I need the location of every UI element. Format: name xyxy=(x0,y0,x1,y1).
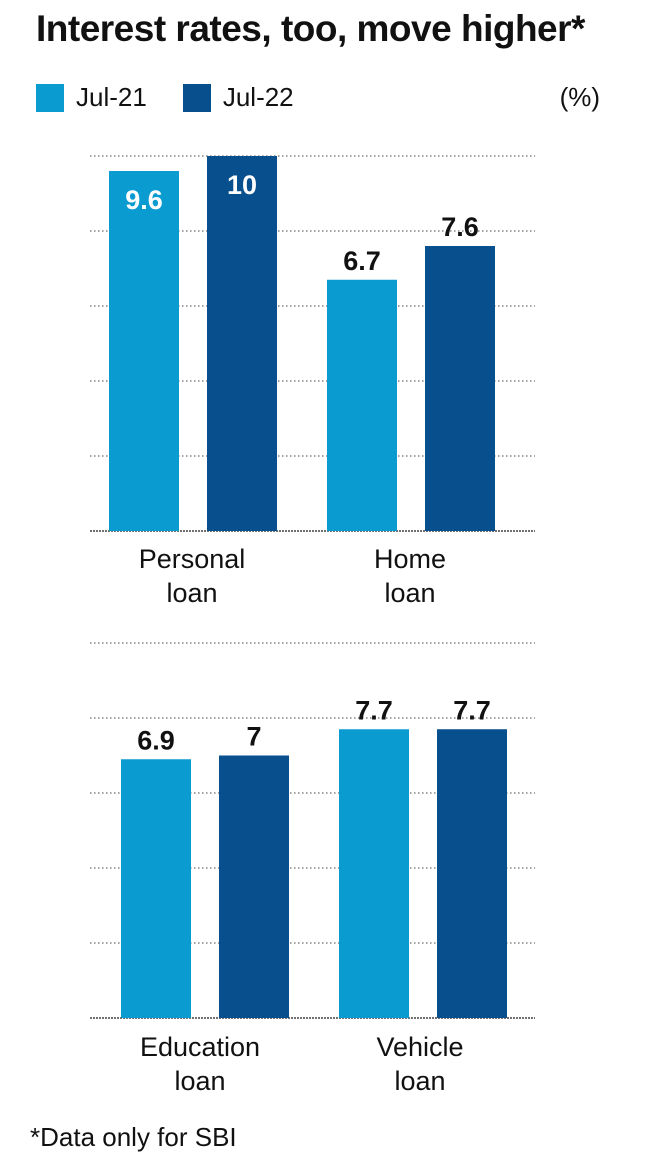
bar-jul-21-vehicle xyxy=(339,729,409,1018)
legend-label-jul-21: Jul-21 xyxy=(76,82,147,112)
data-label: 6.7 xyxy=(343,246,381,276)
bar-jul-21-education xyxy=(121,759,191,1018)
data-label: 9.6 xyxy=(125,185,163,215)
category-label: Home xyxy=(374,544,446,574)
bar-jul-21-home xyxy=(327,279,397,531)
unit-label: (%) xyxy=(559,82,600,112)
data-label: 7.7 xyxy=(355,695,393,725)
category-label: loan xyxy=(166,578,217,608)
category-label: loan xyxy=(394,1066,445,1096)
bar-jul-22-education xyxy=(219,755,289,1018)
bar-jul-22-personal xyxy=(207,156,277,531)
category-label: Education xyxy=(140,1032,260,1062)
category-label: Personal xyxy=(139,544,246,574)
legend: Jul-21 Jul-22 xyxy=(36,82,330,113)
data-label: 7 xyxy=(246,722,261,752)
category-label: Vehicle xyxy=(376,1032,463,1062)
data-label: 6.9 xyxy=(137,725,175,755)
bar-jul-21-personal xyxy=(109,171,179,531)
category-label: loan xyxy=(174,1066,225,1096)
legend-swatch-jul-22 xyxy=(182,83,211,112)
bar-jul-22-vehicle xyxy=(437,729,507,1018)
data-label: 10 xyxy=(227,170,257,200)
category-label: loan xyxy=(384,578,435,608)
bar-jul-22-home xyxy=(425,246,495,531)
legend-item-jul-22: Jul-22 xyxy=(182,82,294,113)
legend-item-jul-21: Jul-21 xyxy=(36,82,147,113)
footnote: *Data only for SBI xyxy=(30,1122,237,1152)
chart-title: Interest rates, too, move higher* xyxy=(36,8,585,49)
data-label: 7.6 xyxy=(441,212,479,242)
legend-label-jul-22: Jul-22 xyxy=(222,82,294,112)
data-label: 7.7 xyxy=(453,695,491,725)
legend-swatch-jul-21 xyxy=(36,83,64,112)
